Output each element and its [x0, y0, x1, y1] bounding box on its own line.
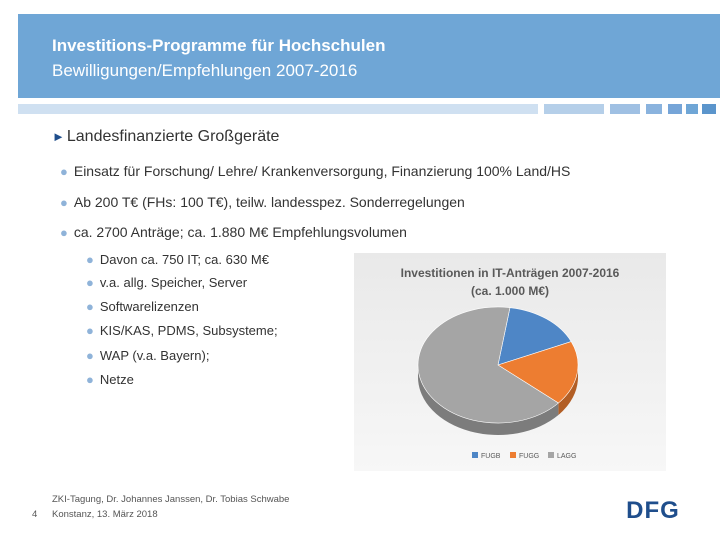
- pie-slice-fugb: [497, 307, 572, 366]
- pie-chart: Investitionen in IT-Anträgen 2007-2016 (…: [354, 253, 666, 471]
- sub-bullet-item: ● Netze: [86, 372, 134, 387]
- slide-title: Investitions-Programme für Hochschulen: [52, 36, 386, 55]
- chart-subtitle: (ca. 1.000 M€): [471, 284, 549, 298]
- chart-title: Investitionen in IT-Anträgen 2007-2016: [401, 266, 620, 280]
- sub-bullet-item: ● v.a. allg. Speicher, Server: [86, 275, 247, 290]
- legend-swatch-lagg: [548, 452, 554, 458]
- sub-bullet-text: Davon ca. 750 IT; ca. 630 M€: [99, 252, 269, 267]
- bullet-dot-icon: ●: [60, 195, 68, 210]
- sub-bullet-item: ● Davon ca. 750 IT; ca. 630 M€: [86, 252, 269, 267]
- sub-bullet-text: KIS/KAS, PDMS, Subsysteme;: [99, 323, 278, 338]
- footer-names: ZKI-Tagung, Dr. Johannes Janssen, Dr. To…: [52, 494, 290, 505]
- bullet-dot-icon: ●: [86, 323, 94, 338]
- pie-slice-lagg: [417, 306, 559, 424]
- section-heading-text: Landesfinanzierte Großgeräte: [66, 128, 280, 145]
- slide-subtitle: Bewilligungen/Empfehlungen 2007-2016: [52, 61, 358, 80]
- sub-bullet-text: Softwarelizenzen: [99, 299, 199, 314]
- bullet-item: ● Einsatz für Forschung/ Lehre/ Krankenve…: [60, 163, 570, 179]
- bullet-dot-icon: ●: [86, 348, 94, 363]
- pie-slice-fugg: [497, 341, 579, 404]
- footer-place-date: Konstanz, 13. März 2018: [52, 509, 158, 520]
- legend-swatch-fugg: [510, 452, 516, 458]
- bullet-item: ● Ab 200 T€ (FHs: 100 T€), teilw. landess…: [60, 194, 465, 210]
- deco-bar: [686, 104, 698, 114]
- dfg-logo-text: DFG: [626, 497, 680, 522]
- sub-bullet-text: v.a. allg. Speicher, Server: [99, 275, 248, 290]
- sub-bullet-text: WAP (v.a. Bayern);: [99, 348, 210, 363]
- bullet-item: ● ca. 2700 Anträge; ca. 1.880 M€ Empfehlu…: [60, 224, 407, 240]
- deco-bar: [610, 104, 640, 114]
- sub-bullet-item: ● KIS/KAS, PDMS, Subsysteme;: [86, 323, 278, 338]
- deco-bar: [668, 104, 682, 114]
- bullet-dot-icon: ●: [86, 372, 94, 387]
- header-banner: Investitions-Programme für Hochschulen B…: [18, 14, 720, 98]
- pie-slice-side-fugg: [558, 365, 578, 416]
- legend-label-fugg: FUGG: [519, 453, 539, 460]
- sub-bullet-text: Netze: [99, 372, 134, 387]
- triangle-bullet-icon: ►: [52, 129, 65, 144]
- sub-bullet-item: ● Softwarelizenzen: [86, 299, 199, 314]
- bullet-dot-icon: ●: [60, 225, 68, 240]
- legend-label-lagg: LAGG: [557, 453, 576, 460]
- bullet-text: Ab 200 T€ (FHs: 100 T€), teilw. landessp…: [73, 194, 465, 210]
- sub-bullet-item: ● WAP (v.a. Bayern);: [86, 348, 209, 363]
- deco-bar: [702, 104, 716, 114]
- bullet-dot-icon: ●: [86, 299, 94, 314]
- bullet-text: Einsatz für Forschung/ Lehre/ Krankenver…: [73, 163, 571, 179]
- legend-swatch-fugb: [472, 452, 478, 458]
- dfg-logo: DFG: [618, 496, 688, 524]
- page-number: 4: [32, 509, 38, 520]
- legend-label-fugb: FUGB: [481, 453, 501, 460]
- bullet-dot-icon: ●: [60, 164, 68, 179]
- pie-slice-side-lagg: [418, 365, 559, 435]
- bullet-text: ca. 2700 Anträge; ca. 1.880 M€ Empfehlun…: [73, 224, 407, 240]
- bullet-dot-icon: ●: [86, 275, 94, 290]
- section-heading: ► Landesfinanzierte Großgeräte: [52, 128, 279, 146]
- deco-bar: [544, 104, 604, 114]
- deco-bar: [646, 104, 662, 114]
- deco-bar: [18, 104, 538, 114]
- bullet-dot-icon: ●: [86, 252, 94, 267]
